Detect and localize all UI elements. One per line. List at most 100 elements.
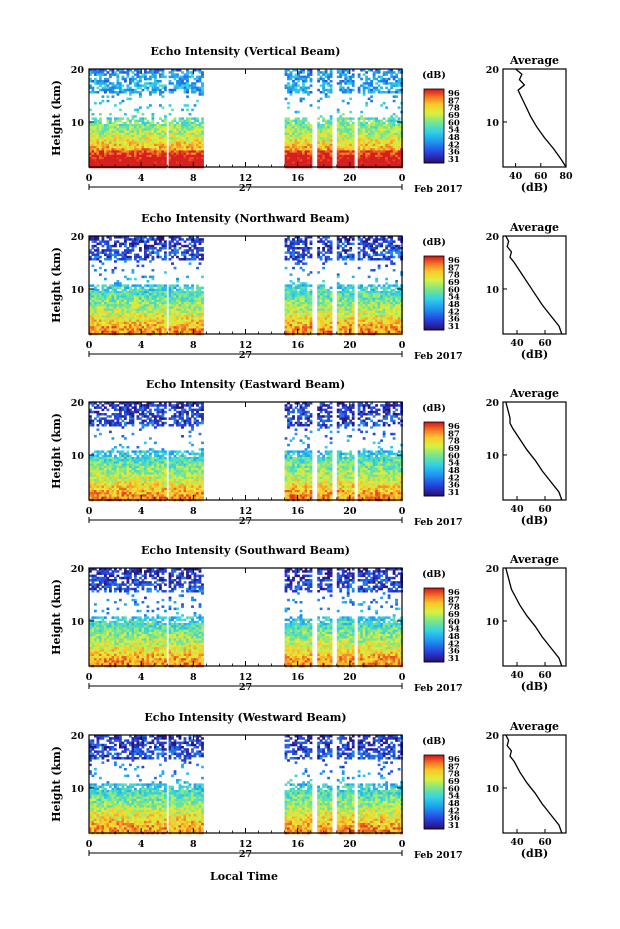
heatmap-cell [344, 299, 348, 303]
heatmap-cell [317, 143, 320, 147]
heatmap-cell [319, 306, 323, 309]
heatmap-cell [94, 135, 97, 138]
heatmap-cell [387, 82, 391, 85]
heatmap-cell [106, 286, 110, 290]
heatmap-cell [341, 328, 345, 331]
heatmap-cell [91, 236, 95, 239]
heatmap-cell [370, 159, 373, 162]
heatmap-cell [136, 240, 140, 243]
heatmap-cell [183, 88, 187, 92]
heatmap-cell [344, 69, 348, 72]
heatmap-cell [385, 159, 388, 162]
heatmap-cell [171, 244, 174, 248]
heatmap-cell [136, 313, 140, 316]
heatmap-cell [284, 143, 288, 147]
heatmap-cell [196, 141, 199, 145]
heatmap-cell [341, 119, 345, 123]
heatmap-cell [159, 315, 162, 318]
heatmap-cell [284, 154, 288, 158]
heatmap-cell [324, 154, 328, 158]
heatmap-cell [124, 297, 127, 301]
heatmap-cell [339, 139, 343, 142]
heatmap-cell [336, 302, 340, 305]
heatmap-cell [156, 297, 160, 301]
heatmap-cell [124, 326, 127, 329]
heatmap-cell [336, 282, 340, 285]
heatmap-cell [329, 141, 333, 145]
heatmap-cell [126, 295, 130, 298]
heatmap-cell [319, 310, 323, 314]
heatmap-cell [171, 154, 174, 158]
heatmap-cell [104, 310, 107, 314]
heatmap-cell [294, 310, 298, 314]
heatmap-cell [154, 137, 157, 140]
heatmap-cell [360, 150, 363, 153]
heatmap-cell [351, 297, 355, 301]
heatmap-cell [89, 308, 92, 312]
heatmap-cell [151, 288, 155, 292]
heatmap-cell [365, 80, 368, 83]
heatmap-cell [101, 157, 105, 160]
heatmap-cell [99, 75, 102, 79]
heatmap-cell [99, 130, 102, 134]
heatmap-cell [134, 330, 137, 334]
heatmap-cell [367, 308, 371, 312]
heatmap-cell [144, 328, 147, 331]
heatmap-cell [397, 159, 401, 162]
heatmap-cell [397, 161, 401, 164]
heatmap-cell [134, 238, 137, 241]
heatmap-cell [181, 317, 184, 320]
heatmap-cell [302, 247, 305, 250]
heatmap-cell [292, 240, 295, 243]
heatmap-cell [302, 135, 305, 138]
heatmap-cell [94, 69, 97, 72]
heatmap-cell [387, 146, 391, 149]
heatmap-cell [151, 244, 155, 248]
heatmap-cell [106, 71, 110, 74]
heatmap-cell [317, 135, 320, 138]
heatmap-cell [351, 159, 355, 162]
heatmap-cell [156, 304, 160, 307]
heatmap-cell [344, 324, 348, 327]
heatmap-cell [151, 143, 155, 147]
heatmap-cell [104, 130, 107, 134]
heatmap-cell [349, 157, 353, 160]
heatmap-cell [188, 132, 192, 136]
heatmap-cell [154, 240, 157, 243]
heatmap-cell [351, 132, 355, 136]
heatmap-cell [173, 161, 177, 164]
heatmap-cell [164, 244, 167, 248]
heatmap-cell [307, 273, 310, 276]
heatmap-cell [349, 313, 353, 316]
heatmap-cell [346, 161, 350, 164]
heatmap-cell [131, 308, 135, 312]
heatmap-cell [141, 75, 145, 79]
heatmap-cell [149, 299, 152, 303]
heatmap-cell [96, 86, 100, 90]
heatmap-cell [317, 146, 320, 149]
heatmap-cell [365, 302, 368, 305]
heatmap-cell [91, 71, 95, 74]
heatmap-cell [307, 302, 310, 305]
heatmap-cell [299, 299, 303, 303]
heatmap-cell [144, 117, 147, 120]
heatmap-cell [96, 73, 100, 76]
heatmap-cell [372, 130, 376, 134]
heatmap-cell [141, 310, 145, 314]
heatmap-cell [104, 146, 107, 149]
heatmap-cell [173, 119, 177, 123]
heatmap-cell [304, 139, 308, 142]
beam-panel: Echo Intensity (Northward Beam)0 4 8 12 16 20… [50, 212, 567, 362]
heatmap-cell [284, 161, 288, 164]
heatmap-cell [339, 304, 343, 307]
heatmap-cell [131, 91, 135, 94]
heatmap-cell [360, 135, 363, 138]
heatmap-cell [196, 143, 199, 147]
heatmap-cell [344, 130, 348, 134]
heatmap-cell [329, 324, 333, 327]
heatmap-cell [126, 328, 130, 331]
heatmap-cell [156, 288, 160, 292]
heatmap-cell [357, 295, 361, 298]
heatmap-cell [375, 117, 378, 120]
heatmap-cell [339, 73, 343, 76]
